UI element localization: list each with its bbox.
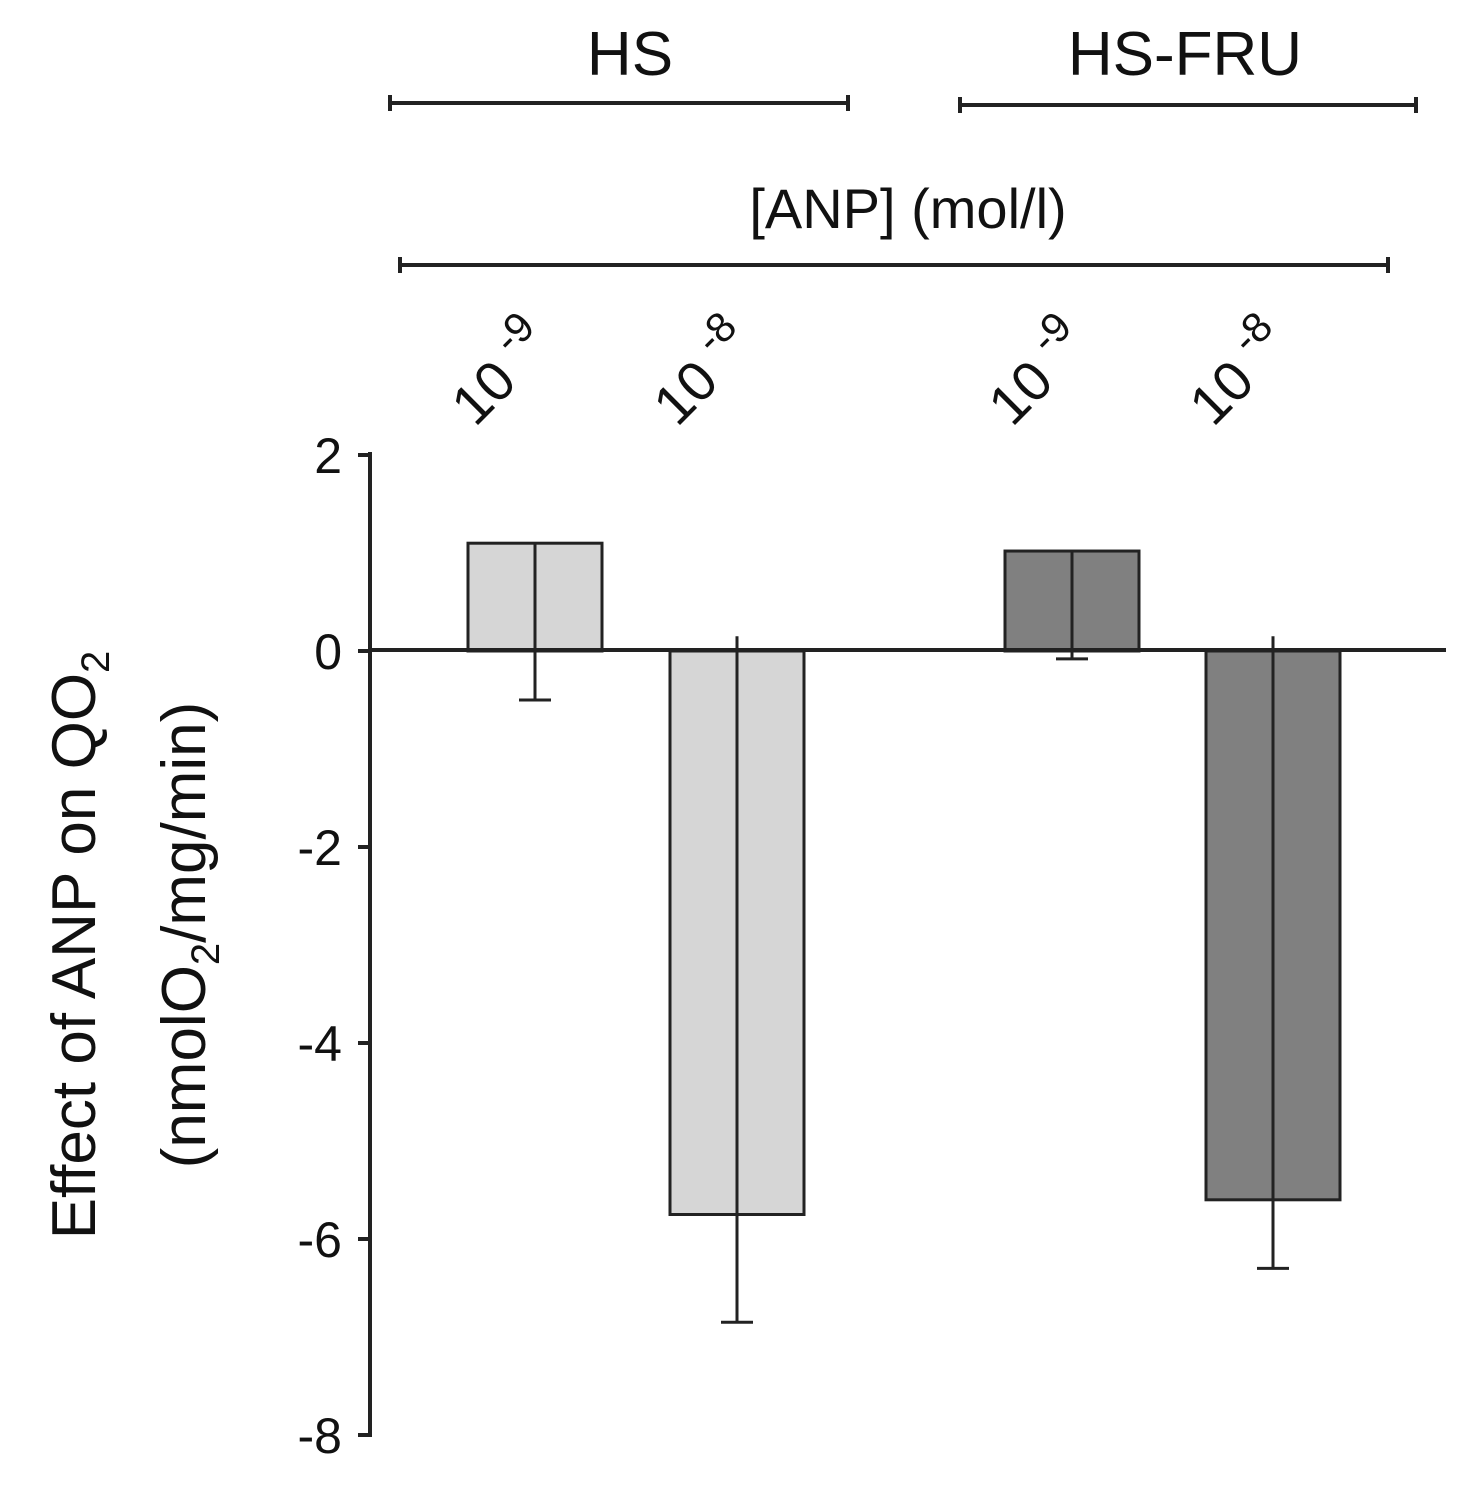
y-tick-label: 0: [314, 624, 342, 680]
y-tick-label: 2: [314, 428, 342, 484]
y-axis-label-line1: Effect of ANP on QO2: [40, 651, 118, 1240]
group-bracket-hs: [388, 95, 850, 111]
bar-concentration-label: 10-9: [430, 302, 564, 436]
group-label-hs: HS: [587, 20, 673, 89]
y-tick-label: -8: [298, 1408, 342, 1464]
group-label-hs-fru: HS-FRU: [1068, 20, 1302, 89]
concentration-bracket: [398, 257, 1390, 273]
concentration-axis-label: [ANP] (mol/l): [749, 177, 1066, 240]
y-tick-label: -4: [298, 1016, 342, 1072]
bar-labels: 10-9 10-8 10-9 10-8: [430, 302, 1302, 436]
y-tick-label: -6: [298, 1212, 342, 1268]
y-ticks: 2 0 -2 -4 -6 -8: [298, 428, 370, 1464]
y-axis-label-line2: (nmolO2/mg/min): [150, 702, 228, 1169]
bar-concentration-label: 10-8: [1168, 302, 1302, 436]
group-bracket-hs-fru: [958, 97, 1418, 113]
bar-concentration-label: 10-9: [967, 302, 1101, 436]
bar-concentration-label: 10-8: [632, 302, 766, 436]
bars: [466, 541, 1342, 1324]
y-tick-label: -2: [298, 820, 342, 876]
